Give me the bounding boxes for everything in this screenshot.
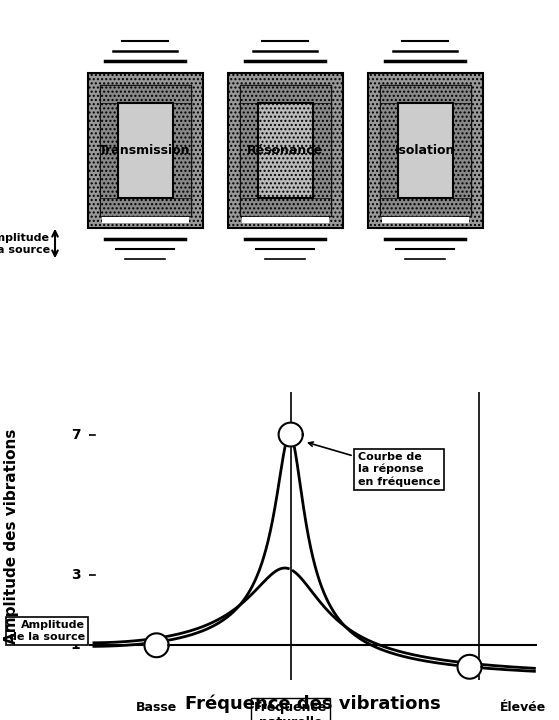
Text: Isolation: Isolation [395, 144, 455, 157]
Text: Courbe de
la réponse
en fréquence: Courbe de la réponse en fréquence [309, 442, 440, 487]
Text: 7: 7 [71, 428, 80, 441]
FancyBboxPatch shape [100, 85, 191, 217]
FancyBboxPatch shape [102, 92, 188, 105]
FancyBboxPatch shape [397, 103, 452, 198]
FancyBboxPatch shape [381, 92, 468, 105]
Text: Basse: Basse [136, 701, 177, 714]
FancyBboxPatch shape [239, 85, 330, 103]
FancyBboxPatch shape [381, 210, 468, 223]
FancyBboxPatch shape [258, 103, 312, 198]
FancyBboxPatch shape [100, 198, 191, 217]
FancyBboxPatch shape [117, 103, 173, 198]
FancyBboxPatch shape [380, 85, 471, 103]
Text: Transmission: Transmission [100, 144, 191, 157]
FancyBboxPatch shape [380, 85, 471, 217]
FancyBboxPatch shape [312, 85, 330, 217]
FancyBboxPatch shape [100, 85, 191, 103]
Text: Élevée: Élevée [500, 701, 546, 714]
FancyBboxPatch shape [228, 73, 343, 228]
FancyBboxPatch shape [241, 92, 329, 105]
Text: 1: 1 [71, 638, 80, 652]
Text: Fréquence
naturelle: Fréquence naturelle [254, 701, 328, 720]
Text: Amplitude
de la source: Amplitude de la source [9, 621, 85, 642]
FancyBboxPatch shape [173, 85, 191, 217]
Text: Fréquence des vibrations: Fréquence des vibrations [185, 694, 441, 713]
Text: Amplitude
de la source: Amplitude de la source [0, 233, 50, 255]
FancyBboxPatch shape [102, 210, 188, 223]
Text: 3: 3 [71, 568, 80, 582]
FancyBboxPatch shape [100, 85, 117, 217]
FancyBboxPatch shape [452, 85, 471, 217]
FancyBboxPatch shape [367, 73, 482, 228]
FancyBboxPatch shape [239, 198, 330, 217]
Polygon shape [144, 634, 169, 657]
FancyBboxPatch shape [239, 85, 330, 217]
Text: Amplitude des vibrations: Amplitude des vibrations [4, 428, 18, 644]
FancyBboxPatch shape [380, 198, 471, 217]
FancyBboxPatch shape [241, 210, 329, 223]
FancyBboxPatch shape [239, 85, 258, 217]
Polygon shape [457, 654, 482, 679]
Text: Résonance: Résonance [247, 144, 323, 157]
FancyBboxPatch shape [88, 73, 202, 228]
FancyBboxPatch shape [380, 85, 397, 217]
Polygon shape [278, 423, 303, 446]
